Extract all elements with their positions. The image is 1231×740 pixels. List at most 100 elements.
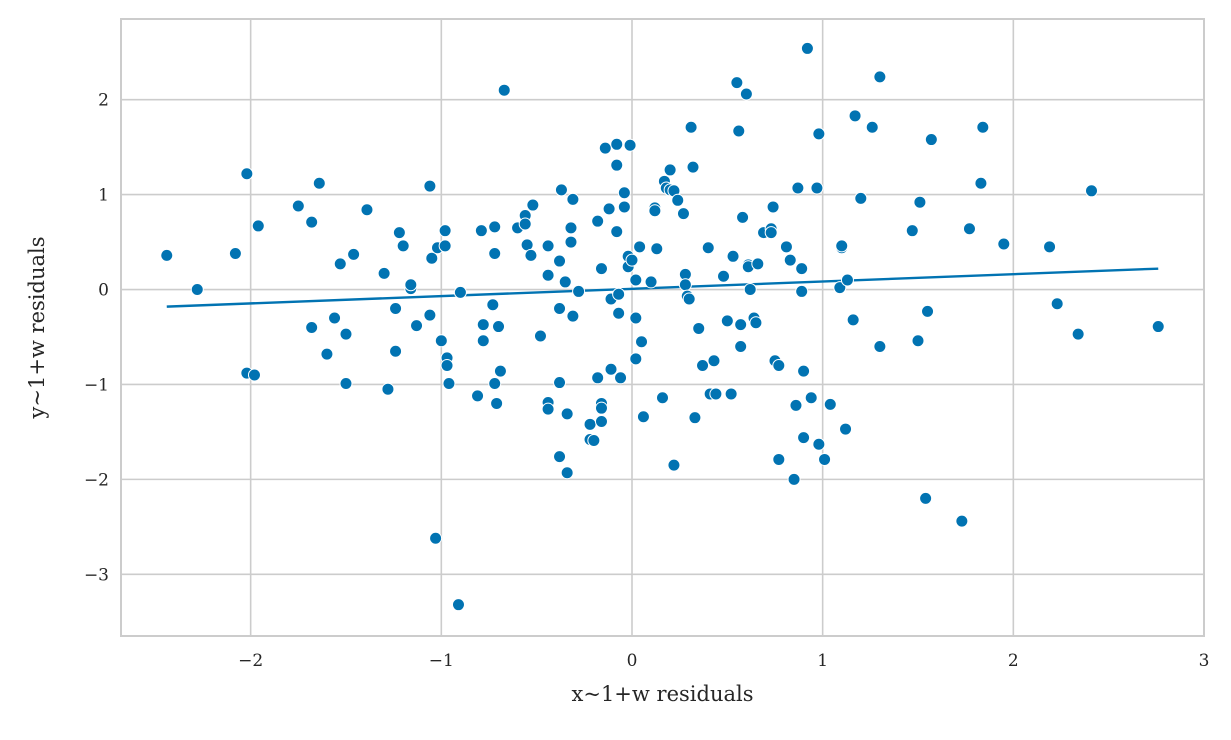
scatter-point [772,452,786,466]
scatter-point [591,214,605,228]
scatter-point [610,137,624,151]
scatter-point [734,318,748,332]
scatter-point [724,387,738,401]
scatter-point [667,458,681,472]
x-tick-label: 2 [1008,651,1019,671]
scatter-point [701,241,715,255]
y-tick-label: 0 [98,281,109,301]
scatter-point [558,275,572,289]
scatter-point [560,407,574,421]
scatter-point [865,120,879,134]
scatter-point [764,226,778,240]
scatter-point [291,199,305,213]
scatter-point [320,347,334,361]
scatter-point [493,364,507,378]
scatter-point [423,179,437,193]
scatter-point [835,239,849,253]
scatter-point [247,368,261,382]
scatter-point [518,217,532,231]
scatter-point [650,242,664,256]
y-tick-label: 2 [98,91,109,111]
scatter-point [1071,327,1085,341]
scatter-point [629,273,643,287]
scatter-point [333,257,347,271]
scatter-point [633,240,647,254]
scatter-point [678,278,692,292]
scatter-point [717,269,731,283]
scatter-point [594,401,608,415]
y-tick-label: 1 [98,186,109,206]
scatter-point [392,226,406,240]
scatter-point [541,402,555,416]
scatter-point [976,120,990,134]
scatter-point [924,133,938,147]
scatter-point [251,219,265,233]
scatter-point [720,314,734,328]
scatter-point [429,531,443,545]
scatter-point [684,120,698,134]
scatter-point [587,433,601,447]
scatter-point [554,183,568,197]
x-tick-label: −2 [238,651,263,671]
scatter-point [453,285,467,299]
scatter-point [656,391,669,405]
scatter-point [795,262,809,276]
scatter-point [833,281,847,295]
scatter-point [854,191,868,205]
scatter-point [160,248,174,262]
scatter-point [564,221,578,235]
scatter-point [572,284,586,298]
scatter-point [339,327,353,341]
scatter-point [682,292,696,306]
scatter-point [328,311,342,325]
scatter-point [766,200,780,214]
scatter-point [840,273,854,287]
scatter-point [688,411,702,425]
x-tick-label: 1 [817,651,828,671]
scatter-point [524,248,538,262]
scatter-point [438,224,452,238]
scatter-point [671,193,685,207]
scatter-point [541,268,555,282]
scatter-point [625,253,639,267]
scatter-point [553,302,567,316]
scatter-point [692,321,706,335]
scatter-point [848,109,862,123]
scatter-point [604,362,618,376]
scatter-point [381,382,395,396]
scatter-point [488,377,502,391]
scatter-point [810,181,824,195]
scatter-point [488,220,502,234]
scatter-point [726,249,740,263]
x-tick-label: 0 [627,651,638,671]
scatter-point [389,302,403,316]
scatter-point [339,377,353,391]
scatter-point [1043,240,1057,254]
y-tick-labels: −3 −2 −1 0 1 2 [84,91,109,586]
scatter-point [440,358,454,372]
scatter-point [707,354,721,368]
scatter-point [1151,320,1165,334]
scatter-point [594,262,608,276]
scatter-point [566,192,580,206]
scatter-point [791,181,805,195]
scatter-point [804,391,818,405]
x-axis-label: x~1+w residuals [572,682,754,706]
scatter-point [396,239,410,253]
scatter-point [617,186,631,200]
scatter-point [553,254,567,268]
scatter-point [644,275,658,289]
scatter-point [347,247,361,261]
scatter-point [623,138,637,152]
plot-frame [120,18,1205,637]
x-tick-labels: −2 −1 0 1 2 3 [238,651,1209,671]
scatter-point [410,319,424,333]
scatter-point [474,224,488,238]
scatter-point [686,160,700,174]
scatter-point [783,253,797,267]
scatter-point [423,308,437,322]
scatter-point [797,431,811,445]
scatter-point [614,371,628,385]
scatter-point [612,306,626,320]
